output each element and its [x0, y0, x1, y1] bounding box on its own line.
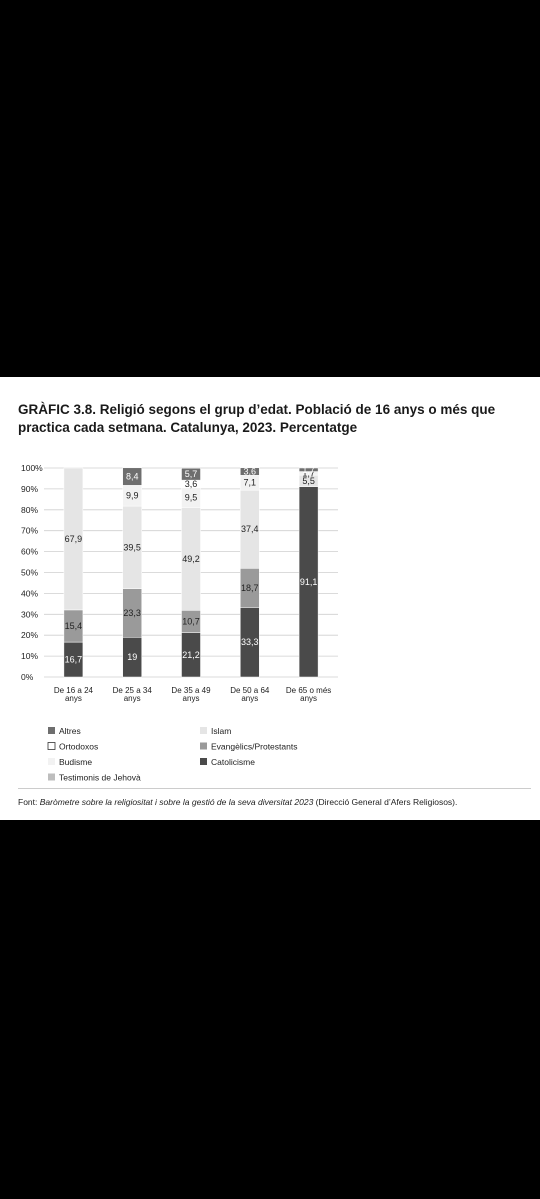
chart-title: GRÀFIC 3.8. Religió segons el grup d’eda…: [18, 402, 496, 435]
legend-swatch: [48, 758, 55, 765]
legend-label: Ortodoxos: [59, 742, 98, 752]
data-label: 39,5: [123, 542, 141, 552]
data-label: 8,4: [126, 472, 139, 482]
data-label: 23,3: [123, 608, 141, 618]
separator: [18, 788, 531, 789]
data-label: 91,1: [300, 577, 318, 587]
legend-label: Evangèlics/Protestants: [211, 742, 297, 752]
y-tick-label: 100%: [21, 463, 43, 473]
data-label: 5,7: [185, 469, 198, 479]
legend-label: Islam: [211, 726, 231, 736]
data-label: 1,7: [302, 465, 315, 475]
legend-swatch: [200, 758, 207, 765]
data-label: 37,4: [241, 524, 259, 534]
data-label: 33,3: [241, 637, 259, 647]
data-label: 19: [127, 652, 137, 662]
y-tick-label: 30%: [21, 609, 38, 619]
legend-label: Testimonis de Jehovà: [59, 773, 141, 783]
data-label: 3,6: [244, 467, 257, 477]
data-label: 18,7: [241, 583, 259, 593]
source-suffix: (Direcció General d’Afers Religiosos).: [313, 797, 458, 807]
bar-segment: [298, 467, 319, 472]
y-tick-label: 10%: [21, 651, 38, 661]
data-label: 15,4: [65, 621, 83, 631]
x-tick-label: anys: [124, 694, 141, 703]
data-label: 9,9: [126, 491, 139, 501]
x-tick-label: anys: [183, 694, 200, 703]
legend-swatch: [48, 773, 55, 781]
data-label: 21,2: [182, 650, 200, 660]
y-tick-label: 90%: [21, 484, 38, 494]
stacked-bar-chart: 0% 10% 20% 30% 40% 50% 60% 70% 80% 90% 100% 16,7 15,…: [21, 463, 338, 783]
data-label: 49,2: [182, 554, 200, 564]
data-label: 10,7: [182, 617, 200, 627]
figure-panel: GRÀFIC 3.8. Religió segons el grup d’eda…: [0, 377, 540, 820]
legend-label: Budisme: [59, 757, 92, 767]
bar-segment: [122, 467, 142, 486]
legend-label: Catolicisme: [211, 757, 255, 767]
data-label: 16,7: [65, 655, 83, 665]
y-tick-label: 20%: [21, 630, 38, 640]
data-label: 1,7: [302, 468, 315, 478]
y-tick-label: 70%: [21, 526, 38, 536]
bar-segment: [181, 467, 201, 481]
x-tick-label: anys: [241, 694, 258, 703]
data-label: 5,5: [302, 476, 315, 486]
data-label: 67,9: [65, 534, 83, 544]
x-tick-label: anys: [300, 694, 317, 703]
bar-segment: [240, 467, 260, 476]
x-tick-label: De 65 o més: [286, 686, 331, 695]
legend-swatch: [47, 742, 56, 750]
x-tick-label: anys: [65, 694, 82, 703]
source-title: Baròmetre sobre la religiositat i sobre …: [39, 797, 314, 807]
legend-label: Altres: [59, 726, 81, 736]
bar-segment: [63, 467, 84, 611]
x-tick-label: De 50 a 64: [230, 686, 270, 695]
x-tick-label: De 25 a 34: [113, 686, 153, 695]
y-tick-label: 80%: [21, 505, 38, 515]
legend-swatch: [200, 727, 207, 734]
y-tick-label: 0%: [21, 672, 34, 682]
legend-swatch: [48, 727, 55, 734]
source-note: Font: Baròmetre sobre la religiositat i …: [18, 797, 528, 807]
data-label: 7,1: [244, 478, 257, 488]
legend-swatch: [200, 742, 207, 750]
data-label: 9,5: [185, 493, 198, 503]
y-tick-label: 60%: [21, 547, 38, 557]
source-prefix: Font:: [18, 797, 40, 807]
x-tick-label: De 35 a 49: [171, 686, 211, 695]
y-tick-label: 40%: [21, 588, 38, 598]
y-tick-label: 50%: [21, 568, 38, 578]
x-tick-label: De 16 a 24: [54, 686, 94, 695]
data-label: 3,6: [185, 479, 198, 489]
